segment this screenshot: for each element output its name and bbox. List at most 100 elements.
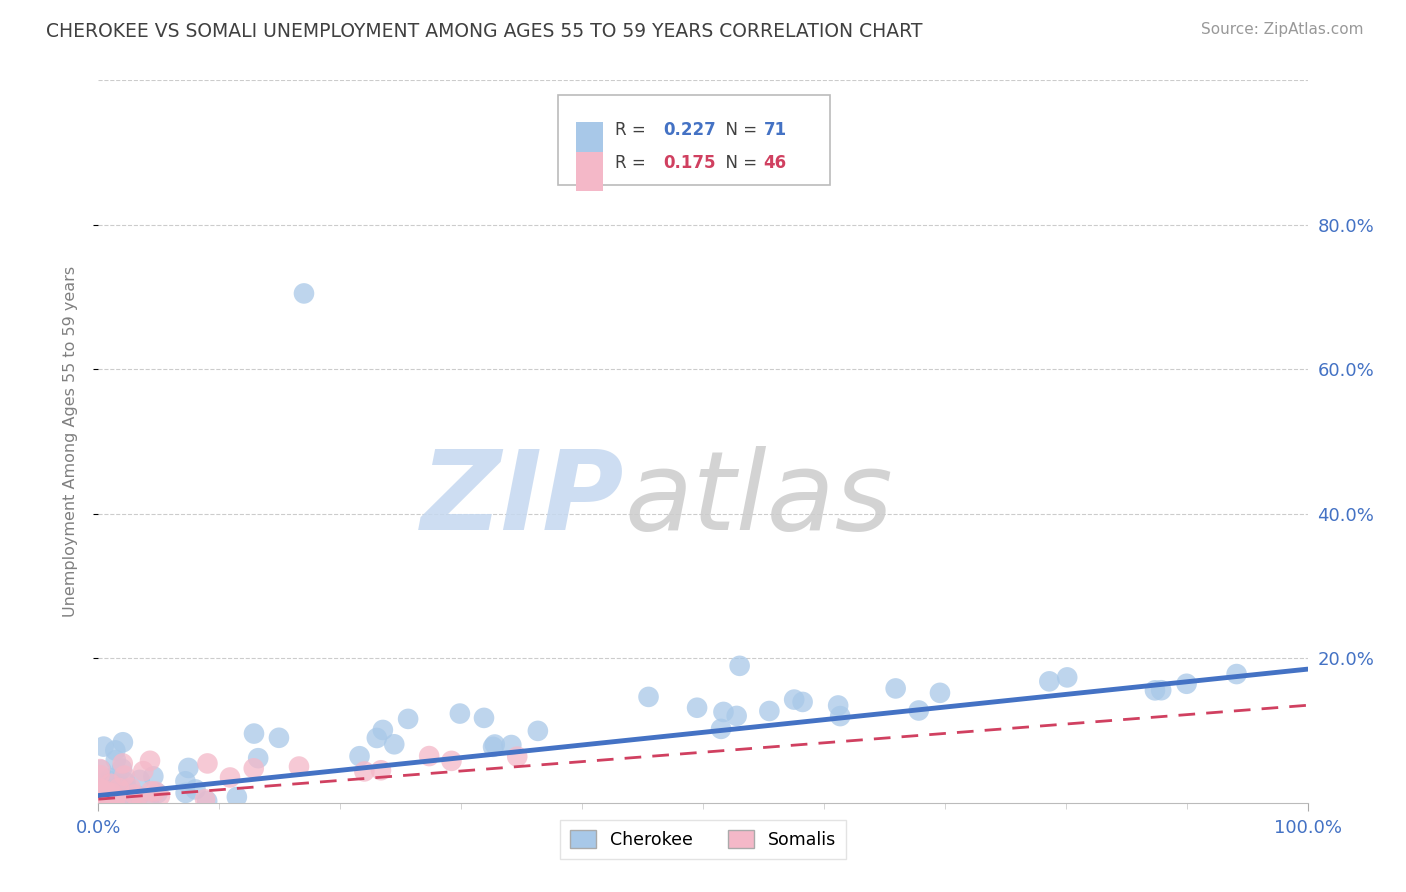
Point xyxy=(91,791,114,805)
Point xyxy=(366,731,388,745)
Point xyxy=(225,789,247,804)
Point xyxy=(1226,667,1249,681)
Point xyxy=(713,705,735,719)
Point xyxy=(89,786,111,800)
Point xyxy=(100,772,122,786)
Point xyxy=(292,286,315,301)
Point xyxy=(482,739,505,754)
FancyBboxPatch shape xyxy=(558,95,830,185)
Point xyxy=(758,704,780,718)
Point xyxy=(107,793,129,807)
Point xyxy=(637,690,659,704)
Text: R =: R = xyxy=(614,154,651,172)
Point xyxy=(527,723,550,738)
Point xyxy=(128,772,150,787)
Point xyxy=(501,738,523,752)
Point xyxy=(243,726,266,740)
Point xyxy=(108,780,131,795)
Point xyxy=(349,749,371,764)
Point xyxy=(125,790,148,805)
Point xyxy=(104,791,127,805)
Point xyxy=(686,700,709,714)
Text: R =: R = xyxy=(614,121,651,139)
Point xyxy=(1056,670,1078,684)
Point xyxy=(174,786,197,800)
Text: Source: ZipAtlas.com: Source: ZipAtlas.com xyxy=(1201,22,1364,37)
Point xyxy=(907,704,929,718)
Point xyxy=(112,769,135,783)
Legend: Cherokee, Somalis: Cherokee, Somalis xyxy=(560,820,846,859)
Point xyxy=(177,761,200,775)
Point xyxy=(104,743,127,757)
Point xyxy=(139,754,162,768)
Text: 71: 71 xyxy=(763,121,786,139)
Point xyxy=(90,782,112,797)
Point xyxy=(89,793,111,807)
Point xyxy=(89,794,111,808)
Point xyxy=(94,783,117,797)
Point xyxy=(506,749,529,764)
Point xyxy=(783,692,806,706)
Point xyxy=(792,695,814,709)
Y-axis label: Unemployment Among Ages 55 to 59 years: Unemployment Among Ages 55 to 59 years xyxy=(63,266,77,617)
Point xyxy=(94,788,117,802)
Point xyxy=(267,731,290,745)
FancyBboxPatch shape xyxy=(576,152,603,191)
Point xyxy=(353,764,375,779)
Text: 0.175: 0.175 xyxy=(664,154,716,172)
Point xyxy=(929,686,952,700)
Point xyxy=(120,780,142,795)
Point xyxy=(110,778,132,792)
Point xyxy=(89,762,111,776)
Point xyxy=(111,735,134,749)
Point xyxy=(288,759,311,773)
Point xyxy=(440,754,463,768)
Point xyxy=(138,795,160,809)
Point xyxy=(418,749,440,764)
Text: ZIP: ZIP xyxy=(420,446,624,553)
Point xyxy=(121,795,143,809)
Text: N =: N = xyxy=(716,154,762,172)
Point xyxy=(104,753,127,767)
Point xyxy=(97,794,120,808)
Point xyxy=(89,790,111,805)
Point xyxy=(112,788,135,802)
Point xyxy=(142,769,165,783)
Point xyxy=(111,756,134,771)
Point xyxy=(219,771,242,785)
Point xyxy=(396,712,419,726)
Point xyxy=(710,722,733,736)
Point xyxy=(139,784,162,798)
Point xyxy=(89,786,111,800)
Point xyxy=(1143,683,1166,698)
Point xyxy=(1175,677,1198,691)
Point xyxy=(1150,683,1173,698)
Point xyxy=(146,786,169,800)
Point xyxy=(100,786,122,800)
Point xyxy=(195,794,218,808)
Point xyxy=(98,788,121,802)
Point xyxy=(728,658,751,673)
Point xyxy=(97,773,120,788)
Point xyxy=(100,777,122,791)
Point xyxy=(90,795,112,809)
Text: CHEROKEE VS SOMALI UNEMPLOYMENT AMONG AGES 55 TO 59 YEARS CORRELATION CHART: CHEROKEE VS SOMALI UNEMPLOYMENT AMONG AG… xyxy=(46,22,922,41)
Point xyxy=(371,723,394,737)
Point xyxy=(96,790,118,805)
Point xyxy=(370,764,392,778)
Point xyxy=(110,780,132,794)
Point xyxy=(104,784,127,798)
Point xyxy=(830,709,852,723)
Point xyxy=(143,784,166,798)
Point xyxy=(93,789,115,803)
Point xyxy=(89,781,111,796)
Point xyxy=(247,751,270,765)
Point xyxy=(131,795,153,809)
Point xyxy=(725,709,748,723)
Point xyxy=(90,763,112,777)
Point xyxy=(194,792,217,806)
Point xyxy=(94,792,117,806)
Point xyxy=(449,706,471,721)
Point xyxy=(484,738,506,752)
Point xyxy=(184,782,207,797)
